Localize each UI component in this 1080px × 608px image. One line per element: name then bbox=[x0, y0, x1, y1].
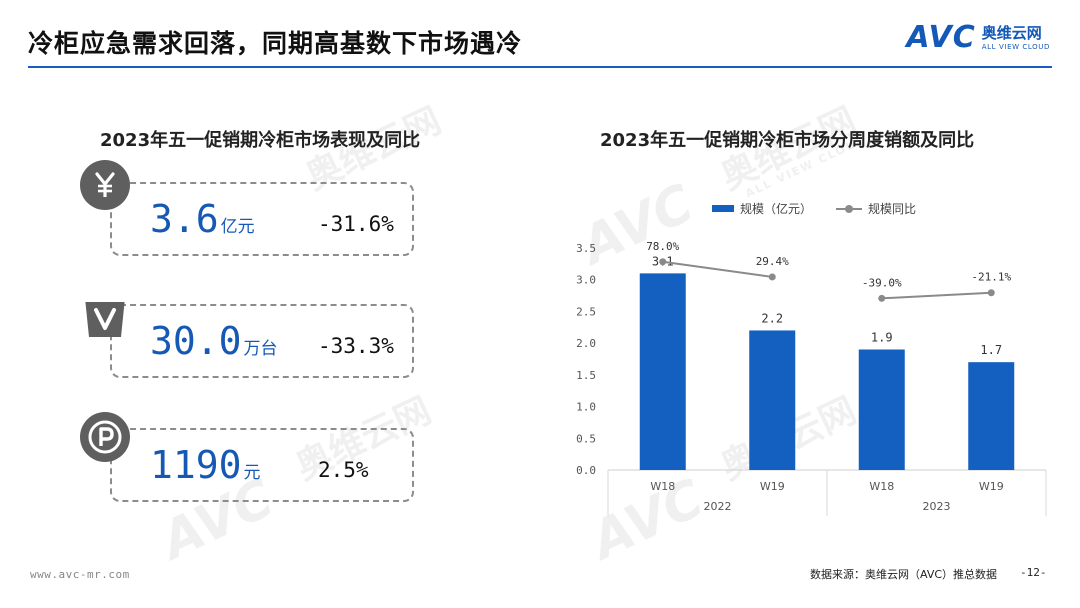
watermark: 奥维云网 bbox=[714, 390, 863, 489]
yoy-data-label: -39.0% bbox=[862, 276, 902, 289]
yoy-point bbox=[659, 258, 667, 266]
watermark: AVC bbox=[582, 468, 713, 572]
yoy-line-segment bbox=[662, 260, 773, 278]
bar-data-label: 1.9 bbox=[871, 330, 893, 344]
y-tick-label: 1.0 bbox=[576, 401, 596, 414]
group-label: 2022 bbox=[704, 500, 732, 513]
y-tick-label: 0.5 bbox=[576, 432, 596, 445]
website-url: www.avc-mr.com bbox=[30, 568, 130, 581]
data-source: 数据来源：奥维云网（AVC）推总数据 bbox=[810, 568, 998, 581]
kpi-card-price: 1190 元 2.5% bbox=[110, 428, 414, 502]
yoy-point bbox=[878, 294, 886, 302]
x-tick-label: W18 bbox=[869, 480, 894, 493]
y-tick-label: 1.5 bbox=[576, 369, 596, 382]
logo-mark: AVC bbox=[906, 20, 976, 55]
shopping-bag-icon bbox=[80, 290, 130, 340]
page-number: -12- bbox=[1020, 566, 1047, 579]
bar-data-label: 1.7 bbox=[980, 343, 1002, 357]
header-divider bbox=[28, 66, 1052, 68]
bar bbox=[858, 349, 905, 470]
kpi-change: 2.5% bbox=[318, 458, 369, 482]
kpi-value: 3.6 亿元 bbox=[150, 197, 255, 241]
kpi-value: 1190 元 bbox=[150, 443, 261, 487]
bar-data-label: 2.2 bbox=[761, 311, 783, 325]
group-label: 2023 bbox=[923, 500, 951, 513]
yoy-data-label: -21.1% bbox=[971, 271, 1011, 284]
bar bbox=[968, 362, 1015, 470]
y-tick-label: 2.0 bbox=[576, 337, 596, 350]
logo-cn-text: 奥维云网 bbox=[981, 24, 1042, 42]
yoy-point bbox=[987, 289, 995, 297]
x-tick-label: W18 bbox=[650, 480, 675, 493]
left-panel-title: 2023年五一促销期冷柜市场表现及同比 bbox=[100, 130, 421, 151]
chart-legend: 规模（亿元） 规模同比 bbox=[712, 200, 916, 217]
yoy-point bbox=[768, 273, 776, 281]
watermark: AVC bbox=[572, 173, 703, 277]
page-title: 冷柜应急需求回落，同期高基数下市场遇冷 bbox=[28, 29, 523, 58]
chart-title: 2023年五一促销期冷柜市场分周度销额及同比 bbox=[600, 130, 975, 151]
logo-en-text: ALL VIEW CLOUD bbox=[981, 43, 1050, 51]
y-tick-label: 2.5 bbox=[576, 305, 596, 318]
yoy-line-segment bbox=[881, 291, 992, 300]
avc-logo: AVC 奥维云网 ALL VIEW CLOUD bbox=[906, 22, 1050, 54]
legend-line-swatch bbox=[836, 204, 863, 213]
price-p-icon bbox=[80, 412, 130, 462]
y-tick-label: 0.0 bbox=[576, 464, 596, 477]
kpi-value: 30.0 万台 bbox=[150, 319, 278, 363]
x-tick-label: W19 bbox=[760, 480, 785, 493]
bar-data-label: 3.1 bbox=[652, 254, 674, 268]
kpi-change: -31.6% bbox=[318, 212, 394, 236]
bar bbox=[639, 273, 686, 470]
legend-label-line: 规模同比 bbox=[868, 202, 917, 216]
y-tick-label: 3.5 bbox=[576, 242, 596, 255]
bar bbox=[749, 330, 796, 470]
kpi-unit: 元 bbox=[243, 463, 261, 483]
legend-bar-swatch bbox=[712, 205, 734, 212]
kpi-card-sales: 3.6 亿元 -31.6% bbox=[110, 182, 414, 256]
y-tick-label: 3.0 bbox=[576, 274, 596, 287]
x-tick-label: W19 bbox=[979, 480, 1004, 493]
kpi-unit: 亿元 bbox=[220, 217, 255, 237]
yoy-data-label: 78.0% bbox=[646, 240, 679, 253]
legend-label-bar: 规模（亿元） bbox=[740, 202, 813, 216]
kpi-card-volume: 30.0 万台 -33.3% bbox=[110, 304, 414, 378]
kpi-change: -33.3% bbox=[318, 334, 394, 358]
yoy-data-label: 29.4% bbox=[756, 255, 789, 268]
kpi-unit: 万台 bbox=[243, 339, 278, 359]
yen-icon bbox=[80, 160, 130, 210]
